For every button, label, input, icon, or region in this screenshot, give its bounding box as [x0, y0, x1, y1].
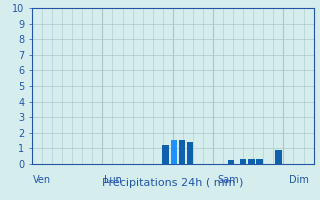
- Text: Lun: Lun: [103, 175, 121, 185]
- Text: Sam: Sam: [217, 175, 239, 185]
- Bar: [240, 159, 246, 164]
- Bar: [248, 159, 254, 164]
- Bar: [163, 145, 169, 164]
- Bar: [179, 140, 185, 164]
- Bar: [275, 150, 282, 164]
- Text: Dim: Dim: [289, 175, 308, 185]
- X-axis label: Précipitations 24h ( mm ): Précipitations 24h ( mm ): [102, 178, 244, 188]
- Bar: [256, 159, 262, 164]
- Bar: [171, 140, 177, 164]
- Text: Ven: Ven: [33, 175, 51, 185]
- Bar: [228, 160, 234, 164]
- Bar: [187, 142, 193, 164]
